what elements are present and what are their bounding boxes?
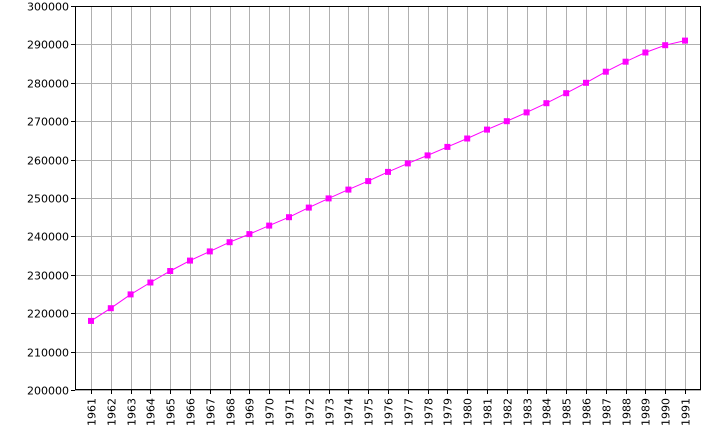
- x-tick-label: 1977: [403, 398, 416, 426]
- data-point: [187, 257, 193, 264]
- series-layer: [88, 37, 688, 324]
- x-tick-label: 1982: [502, 398, 515, 426]
- x-tick-label: 1968: [225, 398, 238, 426]
- data-point: [642, 49, 649, 56]
- x-tick-label: 1961: [86, 398, 99, 426]
- x-tick-label: 1974: [343, 398, 356, 426]
- x-tick-label: 1969: [244, 398, 257, 426]
- plot-frame: [75, 6, 701, 390]
- x-tick-label: 1989: [640, 398, 653, 426]
- y-tick-label: 250000: [27, 193, 69, 206]
- data-point: [583, 79, 589, 86]
- data-point: [602, 68, 609, 75]
- y-tick-label: 280000: [27, 78, 69, 91]
- x-tick-label: 1981: [482, 398, 495, 426]
- data-point: [365, 178, 372, 185]
- data-point: [107, 305, 114, 312]
- y-tick-label: 230000: [27, 270, 69, 283]
- x-tick-label: 1985: [561, 398, 574, 426]
- y-tick-label: 220000: [27, 308, 69, 321]
- x-tick-label: 1962: [106, 398, 119, 426]
- x-tick-label: 1976: [383, 398, 396, 426]
- x-tick-label: 1978: [423, 398, 436, 426]
- x-tick-label: 1964: [145, 398, 158, 426]
- data-point: [127, 291, 134, 298]
- data-point: [424, 152, 431, 159]
- x-tick-label: 1975: [363, 398, 376, 426]
- x-tick-label: 1963: [126, 398, 139, 426]
- x-tick-label: 1986: [581, 398, 594, 426]
- data-point: [503, 118, 510, 125]
- x-tick-label: 1987: [601, 398, 614, 426]
- data-point: [206, 248, 213, 255]
- data-point: [286, 214, 292, 221]
- x-tick-label: 1988: [621, 398, 634, 426]
- x-tick-label: 1971: [284, 398, 297, 426]
- data-point: [266, 222, 273, 229]
- data-point: [385, 168, 391, 175]
- y-tick-label: 290000: [27, 39, 69, 52]
- data-point: [523, 109, 530, 116]
- x-tick-label: 1990: [660, 398, 673, 426]
- data-point: [682, 37, 688, 44]
- data-point: [662, 42, 669, 49]
- x-tick-label: 1984: [541, 398, 554, 426]
- x-tick-label: 1972: [304, 398, 317, 426]
- data-point: [622, 58, 629, 65]
- x-tick-label: 1967: [205, 398, 218, 426]
- x-tick-label: 1991: [680, 398, 693, 426]
- y-tick-label: 200000: [27, 385, 69, 398]
- data-point: [563, 90, 570, 97]
- grid-layer: [75, 6, 701, 391]
- x-tick-label: 1980: [462, 398, 475, 426]
- y-tick-label: 260000: [27, 155, 69, 168]
- y-tick-label: 270000: [27, 116, 69, 129]
- data-point: [404, 160, 411, 167]
- axis-layer: [71, 6, 701, 394]
- data-point: [246, 231, 253, 238]
- x-tick-label: 1983: [522, 398, 535, 426]
- data-point: [444, 143, 451, 150]
- x-tick-label: 1970: [264, 398, 277, 426]
- x-tick-label: 1965: [165, 398, 178, 426]
- label-layer: 200000 210000 220000 230000 240000 250000 2600…: [27, 1, 693, 426]
- data-point: [226, 239, 233, 246]
- x-tick-label: 1979: [442, 398, 455, 426]
- y-tick-label: 300000: [27, 1, 69, 14]
- x-tick-label: 1966: [185, 398, 198, 426]
- y-tick-label: 240000: [27, 231, 69, 244]
- data-point: [325, 195, 332, 202]
- data-point: [543, 100, 550, 107]
- data-point: [88, 317, 94, 324]
- data-point: [305, 204, 312, 211]
- y-tick-label: 210000: [27, 347, 69, 360]
- x-tick-label: 1973: [324, 398, 337, 426]
- data-point: [147, 279, 154, 286]
- data-point: [167, 268, 174, 274]
- data-point: [345, 186, 352, 193]
- data-point: [484, 126, 490, 133]
- data-point: [464, 135, 471, 142]
